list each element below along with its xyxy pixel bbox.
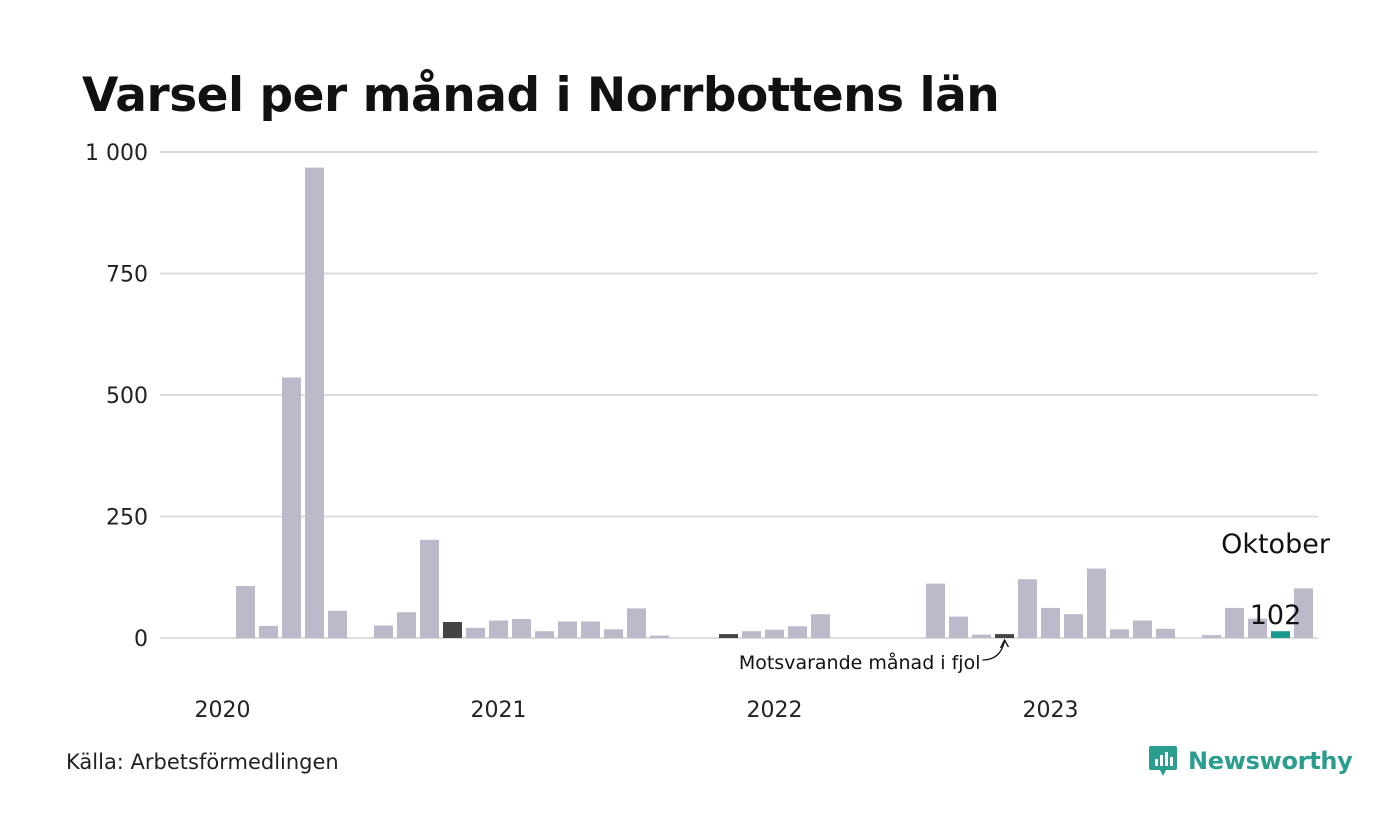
bar-2021-07	[627, 608, 646, 638]
year-label: 2020	[195, 698, 251, 723]
y-axis-tick-labels: 0 250 500 750 1 000	[85, 141, 148, 652]
bar-2023-05	[1133, 620, 1152, 638]
comparison-note: Motsvarande månad i fjol	[739, 651, 981, 674]
bar-2022-08	[926, 583, 945, 638]
year-label: 2023	[1023, 698, 1079, 723]
newsworthy-brand[interactable]: Newsworthy	[1148, 744, 1353, 778]
bars	[236, 167, 1313, 638]
bar-2020-10	[420, 539, 439, 638]
bar-2021-03	[535, 631, 554, 638]
bar-2021-05	[581, 621, 600, 638]
comparison-arrow-head	[999, 638, 1010, 649]
bar-2022-11	[995, 634, 1014, 638]
bar-2023-02	[1064, 614, 1083, 638]
bar-2022-02	[788, 626, 807, 638]
bar-2021-04	[558, 621, 577, 638]
bar-2020-11	[443, 622, 462, 638]
bar-2023-08	[1202, 635, 1221, 638]
bar-2021-02	[512, 619, 531, 638]
y-tick-label: 500	[106, 384, 148, 409]
bar-2020-04	[282, 377, 301, 638]
x-axis-year-labels: 2020 2021 2022 2023	[195, 698, 1079, 723]
annotations: Oktober 102 Motsvarande månad i fjol	[739, 529, 1331, 674]
chart-title: Varsel per månad i Norrbottens län	[82, 68, 1000, 123]
highlight-value-label: 102	[1250, 600, 1302, 631]
year-label: 2022	[747, 698, 803, 723]
year-label: 2021	[471, 698, 527, 723]
bar-2022-10	[972, 634, 991, 638]
bar-m47	[1294, 588, 1313, 638]
bar-2023-03	[1087, 568, 1106, 638]
bar-2020-05	[305, 167, 324, 638]
bar-2022-01	[765, 629, 784, 638]
bar-2020-03	[259, 625, 278, 638]
bar-2021-01	[489, 620, 508, 638]
bar-2021-12	[742, 631, 761, 638]
highlight-month-label: Oktober	[1221, 529, 1331, 560]
bar-2020-02	[236, 586, 255, 638]
bar-2023-06	[1156, 628, 1175, 638]
bar-2020-12	[466, 627, 485, 638]
comparison-arrow	[982, 640, 1006, 661]
source-note: Källa: Arbetsförmedlingen	[66, 750, 339, 774]
newsworthy-logo-icon	[1149, 746, 1177, 776]
bar-2020-09	[397, 612, 416, 638]
bar-2021-08	[650, 635, 669, 638]
y-tick-label: 750	[106, 263, 148, 288]
bar-2022-09	[949, 616, 968, 638]
gridlines	[160, 151, 1318, 639]
brand-name: Newsworthy	[1188, 747, 1353, 775]
bar-2021-06	[604, 629, 623, 638]
bar-2020-06	[328, 610, 347, 638]
y-tick-label: 0	[134, 627, 148, 652]
bar-2023-04	[1110, 629, 1129, 638]
bar-m46	[1271, 631, 1290, 638]
y-tick-label: 250	[106, 506, 148, 531]
bar-2023-10	[1248, 618, 1267, 638]
bar-2020-08	[374, 625, 393, 638]
bar-2023-09	[1225, 607, 1244, 638]
bar-2021-11	[719, 634, 738, 638]
bar-2022-03	[811, 614, 830, 638]
bar-2022-12	[1018, 579, 1037, 638]
y-tick-label: 1 000	[85, 141, 148, 166]
bar-2023-01	[1041, 607, 1060, 638]
